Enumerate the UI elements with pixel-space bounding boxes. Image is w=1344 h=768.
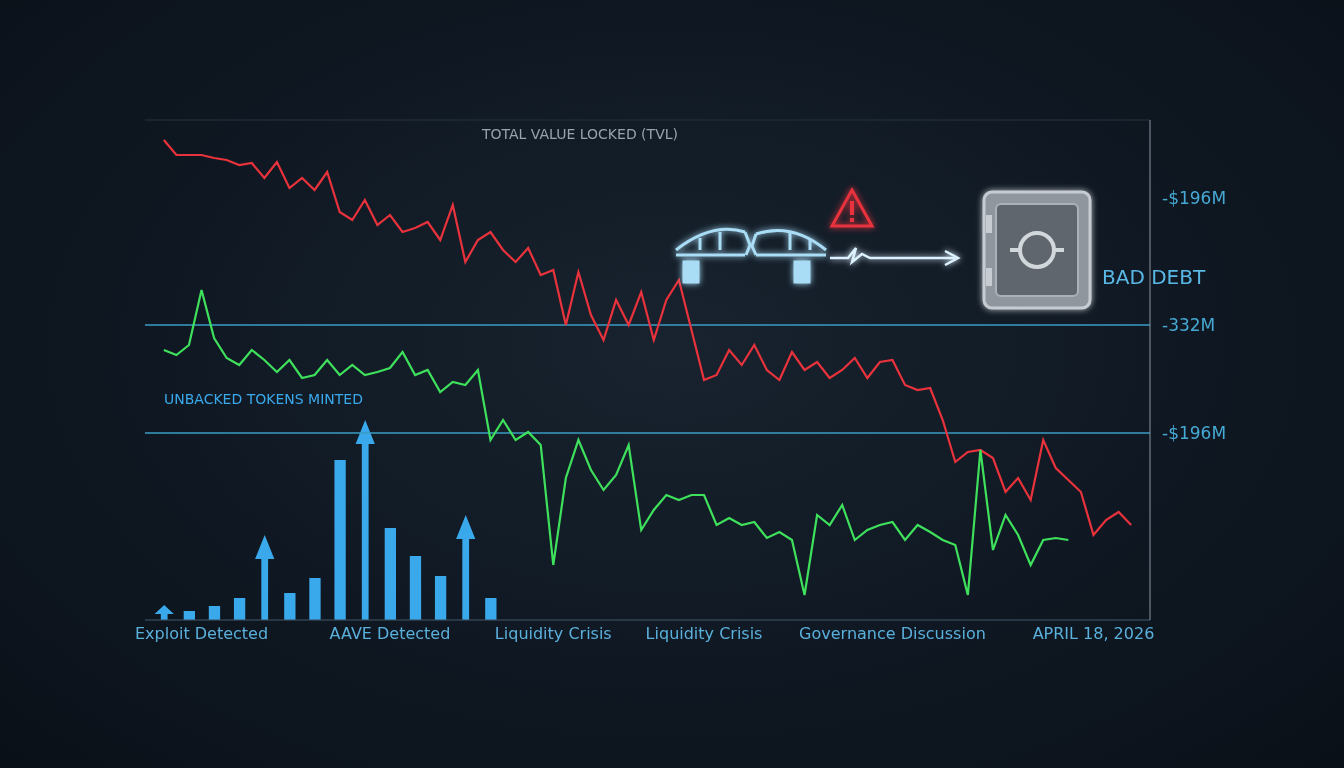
svg-text:-$196M: -$196M — [1162, 423, 1226, 443]
svg-text:Liquidity Crisis: Liquidity Crisis — [646, 624, 763, 643]
svg-text:Exploit Detected: Exploit Detected — [135, 624, 268, 643]
svg-text:APRIL 18, 2026: APRIL 18, 2026 — [1033, 624, 1155, 643]
svg-text:Governance Discussion: Governance Discussion — [799, 624, 986, 643]
svg-text:-332M: -332M — [1162, 315, 1215, 335]
html-text:TOTAL VALUE LOCKED (TVL): TOTAL VALUE LOCKED (TVL) — [482, 126, 678, 142]
svg-text:Liquidity Crisis: Liquidity Crisis — [495, 624, 612, 643]
svg-text:-$196M: -$196M — [1162, 188, 1226, 208]
svg-text:AAVE Detected: AAVE Detected — [330, 624, 451, 643]
html-text:BAD DEBT: BAD DEBT — [1102, 265, 1206, 289]
html-text:UNBACKED TOKENS MINTED: UNBACKED TOKENS MINTED — [164, 391, 363, 407]
